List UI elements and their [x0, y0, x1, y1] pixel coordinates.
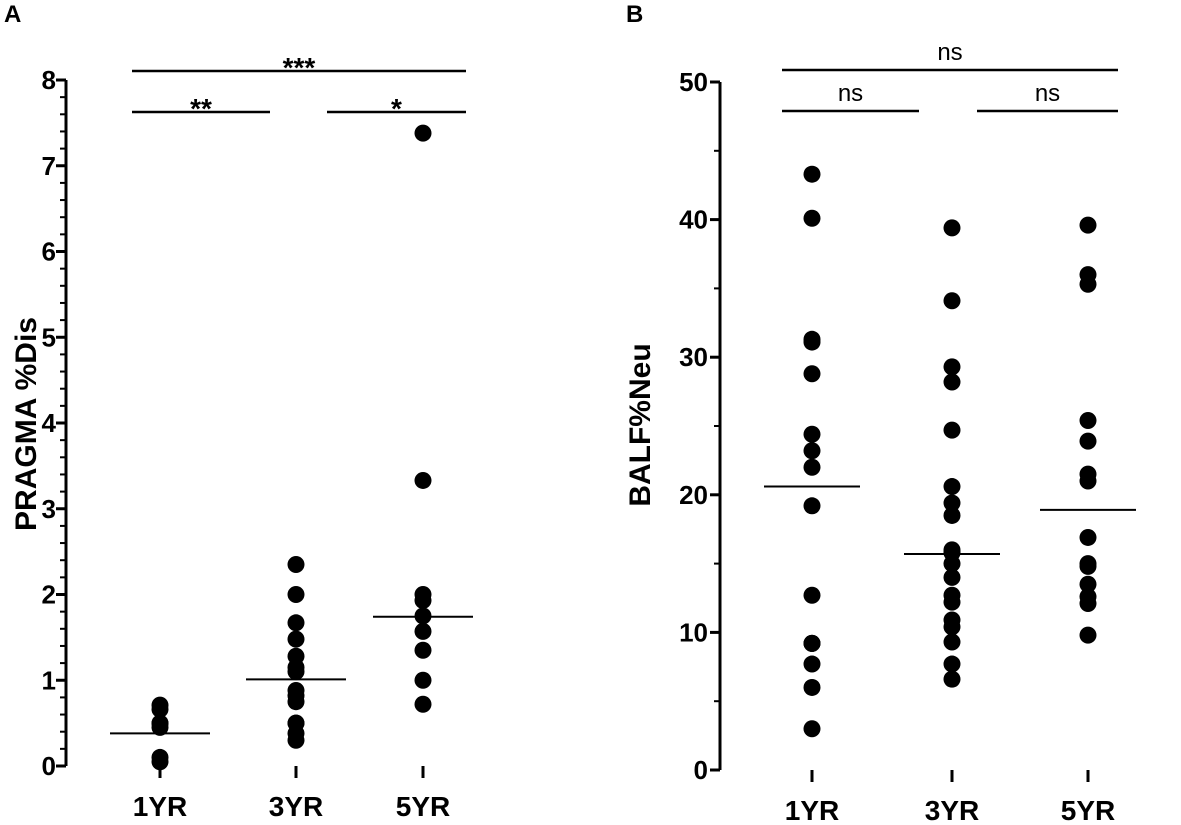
panel-b-significance-label: ns: [1035, 80, 1060, 107]
panel-b-point-1yr: [803, 586, 821, 604]
panel-b-point-1yr: [803, 442, 821, 460]
panel-b-significance-label: ns: [838, 80, 863, 107]
panel-b-x-tick-label: 3YR: [925, 795, 979, 825]
panel-b-point-5yr: [1079, 626, 1097, 644]
panel-b-point-1yr: [803, 165, 821, 183]
panel-b-point-1yr: [803, 330, 821, 348]
panel-b-letter: B: [626, 1, 643, 28]
panel-b-point-3yr: [943, 506, 961, 524]
panel-b-point-1yr: [803, 365, 821, 383]
panel-b-point-1yr: [803, 634, 821, 652]
panel-b-point-3yr: [943, 494, 961, 512]
panel-a-x-tick-label: 1YR: [133, 791, 187, 822]
panel-a-y-tick-label: 7: [42, 151, 56, 181]
panel-a-y-axis-title: PRAGMA %Dis: [10, 317, 43, 531]
panel-b-point-3yr: [943, 555, 961, 573]
panel-b-point-3yr: [943, 670, 961, 688]
panel-a-point-3yr: [287, 586, 305, 603]
panel-a-point-5yr: [414, 671, 432, 689]
panel-b-point-5yr: [1079, 216, 1097, 234]
panel-a-point-1yr: [151, 714, 169, 732]
panel-b-point-5yr: [1079, 575, 1097, 593]
panel-b-point-3yr: [943, 655, 961, 673]
panel-a-x-tick-label: 5YR: [396, 791, 450, 822]
panel-b-point-1yr: [803, 655, 821, 673]
panel-a-point-5yr: [414, 471, 432, 489]
panel-a-point-3yr: [287, 555, 305, 573]
panel-b-y-tick-label: 10: [679, 617, 708, 647]
panel-a-point-5yr: [414, 592, 432, 610]
panel-b-y-tick-label: 40: [679, 205, 708, 235]
panel-b-point-5yr: [1079, 472, 1097, 490]
panel-b-point-3yr: [943, 358, 961, 376]
panel-b-point-1yr: [803, 209, 821, 227]
panel-a-y-tick-label: 1: [42, 665, 56, 695]
panel-a-y-tick-label: 3: [42, 494, 56, 524]
panel-a-point-3yr: [287, 663, 305, 681]
panel-b-y-tick-label: 20: [679, 480, 708, 510]
panel-b-point-5yr: [1079, 432, 1097, 450]
panel-b-y-axis-title: BALF%Neu: [624, 343, 657, 506]
panel-a-point-1yr: [151, 748, 169, 766]
panel-b-point-1yr: [803, 497, 821, 515]
panel-b-point-5yr: [1079, 595, 1097, 613]
panel-b-point-1yr: [803, 720, 821, 738]
panel-b-point-1yr: [803, 458, 821, 476]
panel-b-point-1yr: [803, 425, 821, 443]
panel-b-point-3yr: [943, 633, 961, 651]
panel-b-point-3yr: [943, 618, 961, 636]
panel-b-point-3yr: [943, 373, 961, 391]
panel-b-x-tick-label: 1YR: [785, 795, 839, 825]
panel-b-point-3yr: [943, 478, 961, 496]
panel-a-point-5yr: [414, 622, 432, 640]
panel-a-y-tick-label: 4: [42, 408, 57, 438]
panel-a-point-3yr: [287, 614, 305, 632]
panel-b-point-5yr: [1079, 557, 1097, 575]
panel-a-y-tick-label: 2: [42, 580, 56, 610]
panel-a-y-tick-label: 0: [42, 751, 56, 781]
panel-a-point-3yr: [287, 647, 305, 665]
panel-b-x-tick-label: 5YR: [1061, 795, 1115, 825]
panel-b-point-3yr: [943, 568, 961, 586]
panel-b-point-5yr: [1079, 528, 1097, 546]
panel-b-point-5yr: [1079, 411, 1097, 429]
panel-b-point-3yr: [943, 292, 961, 310]
panel-a-y-tick-label: 5: [42, 322, 56, 352]
panel-a-x-tick-label: 3YR: [269, 791, 323, 822]
panel-a-point-3yr: [287, 693, 305, 711]
panel-a-point-5yr: [414, 695, 432, 713]
panel-b-y-tick-label: 50: [679, 67, 708, 97]
panel-a-point-3yr: [287, 731, 305, 749]
panel-b-point-5yr: [1079, 275, 1097, 293]
panel-a-point-3yr: [287, 630, 305, 648]
panel-a-point-5yr: [414, 124, 432, 142]
panel-a-significance-label: *: [391, 93, 402, 124]
panel-b-point-3yr: [943, 421, 961, 439]
panel-a-y-tick-label: 6: [42, 237, 56, 267]
panel-a-letter: A: [4, 1, 21, 28]
panel-b-significance-label: ns: [937, 39, 962, 66]
panel-a-significance-label: ***: [283, 52, 316, 83]
panel-a-point-5yr: [414, 641, 432, 659]
panel-a-y-tick-label: 8: [42, 65, 56, 95]
panel-b-point-3yr: [943, 219, 961, 237]
panel-b-y-tick-label: 30: [679, 342, 708, 372]
panel-b-point-3yr: [943, 586, 961, 604]
panel-b-plot-area: 0 10 20 30 40 50 1YR 3YR 5YR ns ns ns: [679, 39, 1136, 825]
panel-b-y-tick-label: 0: [694, 755, 708, 785]
panel-a-significance-label: **: [190, 93, 212, 124]
panel-a-point-1yr: [151, 700, 169, 718]
panel-b: B BALF%Neu 0 10 20 30 40 50 1YR 3YR 5YR ns ns ns: [624, 1, 1136, 825]
panel-b-point-1yr: [803, 678, 821, 696]
